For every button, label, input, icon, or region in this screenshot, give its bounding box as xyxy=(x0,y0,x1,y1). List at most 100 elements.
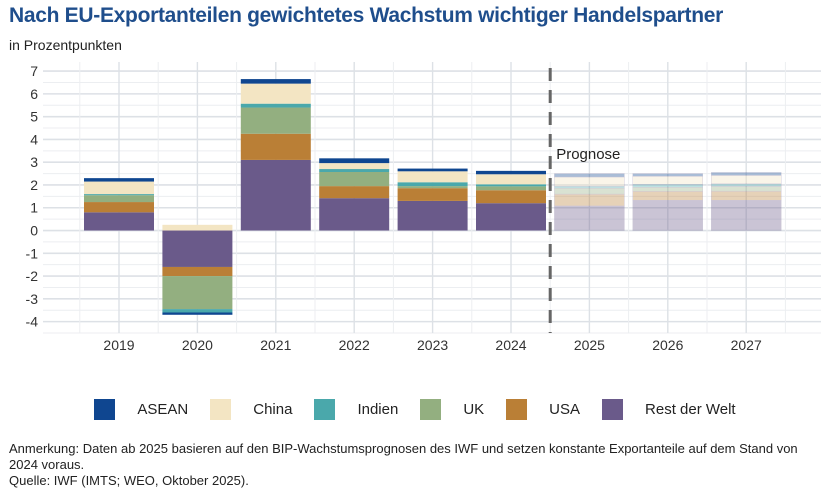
y-tick-label: 5 xyxy=(30,109,38,125)
bar-segment-china xyxy=(711,175,782,185)
y-tick-label: 3 xyxy=(30,154,38,170)
x-tick-label: 2026 xyxy=(652,337,683,353)
legend-swatch xyxy=(314,399,336,420)
bar-stack-2026 xyxy=(632,173,703,231)
bar-stack-2020 xyxy=(162,224,233,315)
bar-segment-asean xyxy=(632,173,703,177)
bar-segment-china xyxy=(240,83,311,104)
bar-segment-china xyxy=(397,171,468,183)
chart-plot: 7 6 5 4 3 2 1 0 -1 -2 -3 -4 2019 2020 2021 2022 2023 202… xyxy=(26,62,821,353)
x-tick-label: 2023 xyxy=(417,337,448,353)
bar-stack-2023 xyxy=(397,168,468,231)
bar-stack-2019 xyxy=(84,178,154,231)
bar-segment-china xyxy=(632,176,703,185)
legend-label: UK xyxy=(463,401,485,418)
bar-segment-asean xyxy=(711,172,782,176)
bar-segment-rest-der-welt xyxy=(162,230,233,267)
bar-segment-usa xyxy=(162,266,233,277)
bar-segment-china xyxy=(476,174,546,185)
bar-segment-china xyxy=(319,163,390,170)
bar-stack-2021 xyxy=(240,79,311,231)
legend-label: Indien xyxy=(357,401,399,418)
bar-segment-uk xyxy=(554,187,625,195)
bar-segment-uk xyxy=(397,186,468,189)
bar-segment-usa xyxy=(319,186,390,199)
bar-segment-usa xyxy=(476,190,546,204)
y-tick-label: 1 xyxy=(30,200,38,216)
bar-segment-indien xyxy=(711,183,782,187)
legend-item: Indien xyxy=(314,399,398,420)
bar-segment-rest-der-welt xyxy=(711,200,782,231)
bar-segment-uk xyxy=(476,186,546,191)
bar-segment-usa xyxy=(711,190,782,201)
legend-swatch xyxy=(210,399,232,420)
bar-segment-rest-der-welt xyxy=(397,200,468,231)
y-tick-label: 6 xyxy=(30,86,38,102)
bar-segment-asean xyxy=(162,312,233,315)
bar-segment-asean xyxy=(476,170,546,175)
bar-segment-indien xyxy=(240,103,311,108)
legend-label: USA xyxy=(549,401,581,418)
chart-subtitle: in Prozentpunkten xyxy=(9,37,122,53)
bar-segment-asean xyxy=(84,178,154,182)
bar-segment-rest-der-welt xyxy=(476,203,546,231)
bar-segment-asean xyxy=(319,158,390,164)
x-axis-ticks: 2019 2020 2021 2022 2023 2024 2025 2026 2027 xyxy=(103,337,762,353)
legend: ASEAN China Indien UK USA Rest der Welt xyxy=(0,399,830,420)
bar-stack-2022 xyxy=(319,158,390,231)
x-tick-label: 2027 xyxy=(731,337,762,353)
x-tick-label: 2021 xyxy=(260,337,291,353)
bar-segment-china xyxy=(554,176,625,187)
legend-item: Rest der Welt xyxy=(602,399,736,420)
bar-segment-rest-der-welt xyxy=(554,205,625,231)
legend-label: ASEAN xyxy=(137,401,189,418)
bar-stack-2027 xyxy=(711,172,782,231)
legend-item: UK xyxy=(420,399,484,420)
legend-item: ASEAN xyxy=(94,399,188,420)
x-tick-label: 2025 xyxy=(574,337,605,353)
bar-segment-uk xyxy=(84,195,154,203)
y-tick-label: 2 xyxy=(30,177,38,193)
bar-segment-indien xyxy=(84,194,154,196)
legend-label: Rest der Welt xyxy=(645,401,736,418)
x-tick-label: 2024 xyxy=(495,337,526,353)
bar-segment-indien xyxy=(554,185,625,189)
bar-segment-uk xyxy=(632,187,703,192)
bar-segment-uk xyxy=(319,171,390,187)
source-text: Quelle: IWF (IMTS; WEO, Oktober 2025). xyxy=(9,473,249,488)
bar-segment-uk xyxy=(162,276,233,310)
bar-segment-rest-der-welt xyxy=(319,198,390,231)
bar-segment-rest-der-welt xyxy=(632,200,703,231)
bar-segment-asean xyxy=(397,168,468,172)
y-tick-label: -3 xyxy=(26,291,39,307)
bar-segment-usa xyxy=(632,191,703,201)
x-tick-label: 2020 xyxy=(182,337,213,353)
bars xyxy=(84,79,782,315)
note-text: Anmerkung: Daten ab 2025 basieren auf de… xyxy=(9,441,798,472)
legend-item: USA xyxy=(506,399,580,420)
legend-swatch xyxy=(420,399,442,420)
forecast-label: Prognose xyxy=(556,146,620,163)
bar-segment-uk xyxy=(711,186,782,192)
bar-segment-indien xyxy=(397,182,468,187)
bar-segment-indien xyxy=(162,309,233,313)
bar-segment-usa xyxy=(397,188,468,201)
legend-swatch xyxy=(602,399,624,420)
y-tick-label: -1 xyxy=(26,245,39,261)
bar-stack-2024 xyxy=(476,170,546,231)
bar-stack-2025 xyxy=(554,173,625,231)
y-tick-label: -2 xyxy=(26,268,39,284)
bar-segment-china xyxy=(84,181,154,195)
y-tick-label: -4 xyxy=(26,314,39,330)
legend-swatch xyxy=(506,399,528,420)
bar-segment-uk xyxy=(240,107,311,134)
bar-segment-asean xyxy=(554,173,625,178)
bar-segment-usa xyxy=(240,133,311,160)
legend-item: China xyxy=(210,399,292,420)
chart-title: Nach EU-Exportanteilen gewichtetes Wachs… xyxy=(9,4,723,27)
bar-segment-china xyxy=(162,224,233,231)
y-tick-label: 7 xyxy=(30,63,38,79)
bar-segment-usa xyxy=(84,202,154,213)
bar-segment-rest-der-welt xyxy=(240,159,311,231)
legend-swatch xyxy=(94,399,116,420)
